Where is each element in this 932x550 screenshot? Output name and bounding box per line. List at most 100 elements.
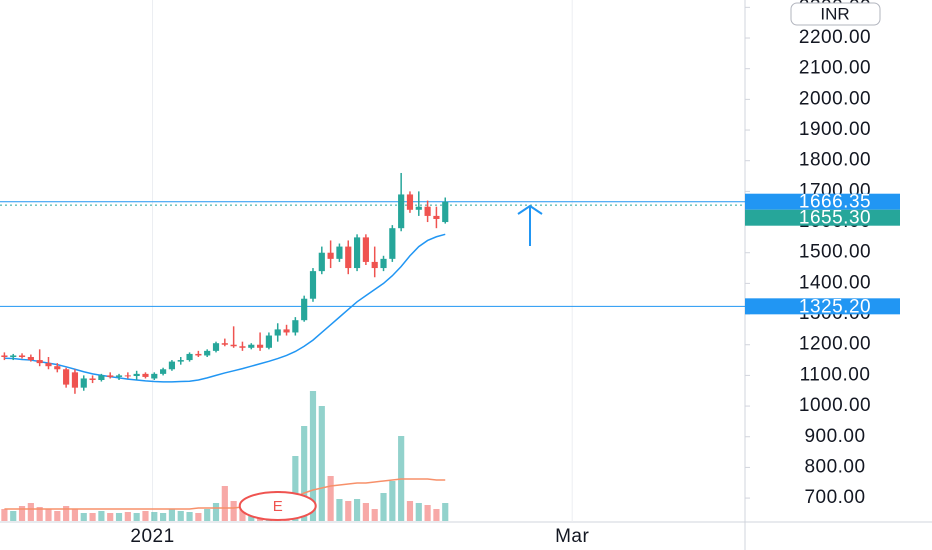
candle-body	[133, 373, 140, 377]
volume-bar	[142, 511, 149, 521]
candle-body	[318, 252, 325, 272]
currency-label: INR	[820, 4, 849, 23]
volume-bar	[318, 406, 325, 521]
volume-bar	[353, 499, 361, 521]
candle-body	[186, 353, 193, 361]
volume-bar	[160, 513, 167, 521]
volume-bar	[177, 511, 184, 521]
candle-body	[98, 375, 105, 380]
event-marker	[238, 491, 317, 521]
candle-body	[398, 194, 405, 229]
candle-body	[442, 201, 449, 223]
volume-bar	[98, 511, 105, 521]
price-label: 1655.30	[799, 208, 871, 229]
volume-bar	[63, 506, 70, 521]
volume_ma-line	[4, 478, 446, 510]
candle-body	[54, 366, 61, 370]
candle-body	[151, 373, 158, 379]
volume-bar	[442, 503, 449, 521]
candle-body	[309, 271, 317, 299]
price-label: 1666.35	[799, 192, 871, 213]
volume-bar	[406, 501, 414, 521]
candle-body	[327, 252, 334, 259]
candle-body	[283, 329, 290, 333]
candle-body	[433, 215, 440, 219]
candle-body	[10, 355, 17, 357]
currency-button[interactable]	[790, 2, 881, 26]
volume-bar	[195, 513, 202, 521]
volume-bar	[371, 509, 378, 521]
volume-bar	[54, 511, 61, 521]
y-tick-label: 2200.00	[799, 27, 871, 48]
volume-bar	[151, 512, 158, 521]
volume-bar	[424, 505, 431, 521]
candle-body	[257, 344, 264, 348]
y-tick-label: 800.00	[804, 456, 865, 477]
volume-bar	[1, 509, 8, 521]
candle-body	[18, 355, 26, 357]
candle-body	[292, 320, 299, 333]
x-tick-label: Mar	[555, 526, 589, 547]
candle-body	[371, 261, 378, 269]
price-label-box	[745, 298, 900, 315]
volume-bar	[115, 513, 123, 521]
candle-body	[424, 206, 431, 216]
candle-body	[362, 237, 369, 262]
y-tick-label: 2100.00	[799, 58, 871, 79]
candle-body	[177, 360, 184, 362]
volume-bar	[309, 391, 317, 521]
y-tick-label: 1500.00	[799, 242, 871, 263]
candle-body	[1, 355, 8, 357]
candle-body	[89, 378, 96, 380]
volume-bar	[433, 509, 440, 521]
x-tick-label: 2021	[130, 526, 174, 547]
event-label: E	[273, 498, 283, 515]
candle-body	[124, 375, 131, 377]
volume-bar	[336, 499, 343, 521]
arrow-annotation	[517, 204, 543, 246]
volume-bar	[27, 503, 34, 521]
candle-body	[107, 375, 114, 377]
candle-body	[80, 378, 87, 388]
volume-bar	[36, 507, 43, 521]
candle-body	[274, 329, 281, 336]
y-tick-label: 1100.00	[800, 364, 871, 385]
volume-bar	[212, 503, 220, 521]
ma-line	[4, 233, 446, 383]
volume-bar	[80, 513, 87, 521]
volume-bar	[133, 513, 140, 521]
candle-body	[168, 361, 176, 370]
volume-bar	[380, 493, 387, 521]
volume-bar	[107, 513, 114, 521]
y-tick-label: 1000.00	[799, 395, 871, 416]
volume-bar	[345, 501, 352, 521]
candle-body	[63, 369, 70, 385]
candle-body	[36, 360, 43, 364]
candle-body	[415, 206, 422, 210]
volume-bar	[389, 481, 396, 521]
candle-body	[239, 346, 246, 348]
volume-bar	[230, 501, 237, 521]
candle-body	[336, 246, 343, 259]
candle-body	[27, 356, 34, 361]
candle-body	[212, 343, 220, 351]
candle-body	[160, 369, 167, 374]
y-tick-label: 1900.00	[799, 119, 871, 140]
candle-body	[45, 363, 52, 367]
volume-bar	[362, 503, 369, 521]
candle-body	[389, 228, 396, 259]
price-label-box	[745, 193, 900, 210]
candle-body	[406, 194, 414, 210]
volume-bar	[221, 486, 228, 521]
price-label: 1325.20	[799, 296, 871, 317]
price-label-box	[745, 209, 900, 226]
candle-body	[71, 372, 79, 388]
volume-bar	[204, 509, 211, 521]
candle-body	[115, 375, 123, 377]
candle-body	[301, 298, 308, 321]
candle-body	[195, 353, 202, 356]
volume-bar	[124, 512, 131, 521]
volume-bar	[71, 509, 79, 521]
volume-bar	[327, 476, 334, 521]
